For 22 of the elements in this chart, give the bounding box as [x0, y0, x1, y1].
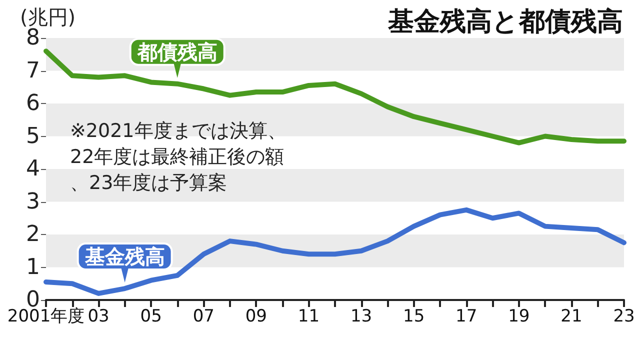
series-label: 都債残高: [136, 40, 218, 64]
x-tick-label: 15: [403, 306, 425, 326]
x-tick-label: 11: [298, 306, 320, 326]
series-label: 基金残高: [84, 244, 165, 269]
x-tick-label: 07: [192, 306, 214, 326]
x-tick-label: 21: [560, 306, 582, 326]
y-tick-label: 1: [26, 254, 40, 280]
y-tick-label: 2: [26, 222, 40, 247]
y-tick-label: 4: [26, 156, 40, 182]
annotation: ※2021年度までは決算、22年度は最終補正後の額、23年度は予算案: [70, 120, 286, 194]
y-tick-label: 7: [26, 58, 40, 84]
y-tick-label: 6: [26, 91, 40, 116]
x-tick-label: 03: [88, 306, 110, 326]
x-tick-label: 13: [350, 306, 372, 326]
y-tick-label: 5: [26, 124, 40, 149]
x-tick-label: 19: [508, 306, 530, 326]
x-tick-label: 05: [140, 306, 162, 326]
x-tick-label: 09: [245, 306, 267, 326]
x-tick-label: 17: [456, 306, 478, 326]
chart-title: 基金残高と都債残高: [387, 7, 623, 37]
x-tick-label: 23: [613, 306, 635, 326]
y-tick-label: 3: [26, 189, 40, 214]
